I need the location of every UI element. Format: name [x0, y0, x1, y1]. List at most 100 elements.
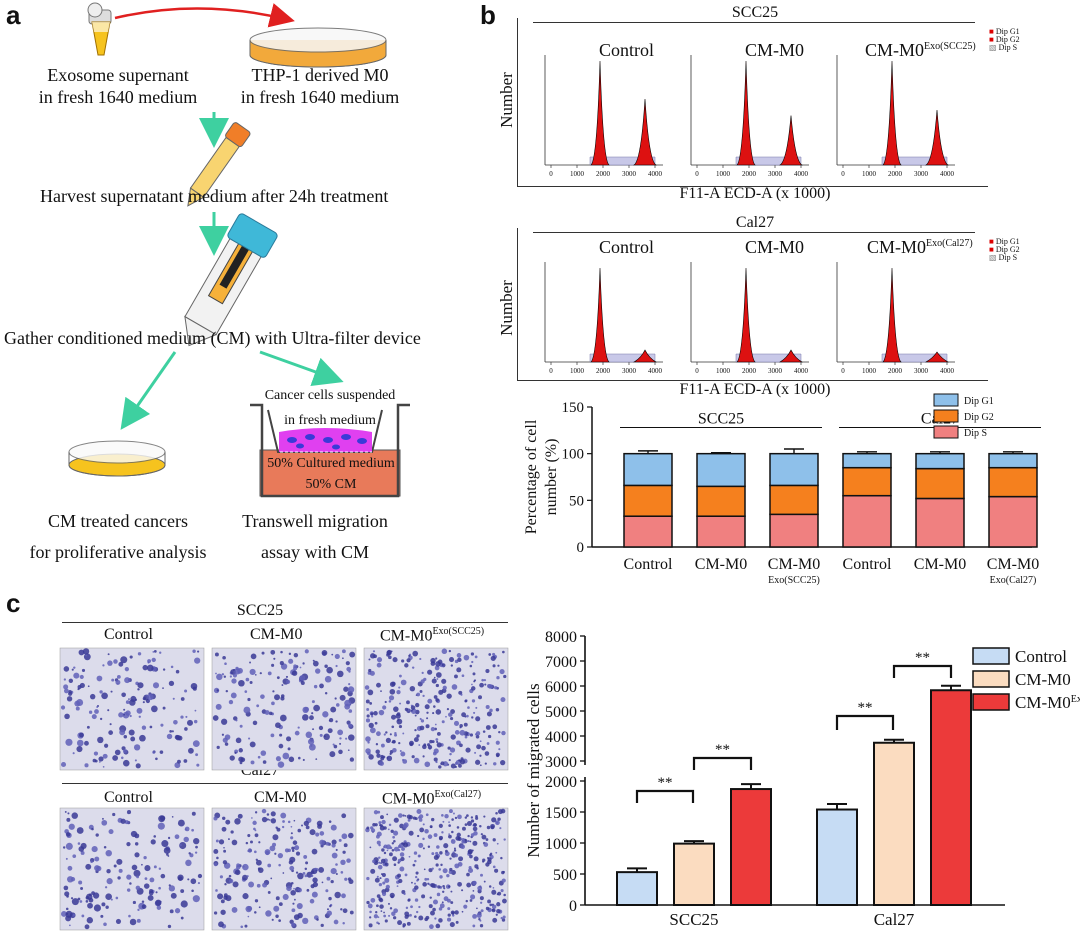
- micrograph-cell: [149, 877, 155, 883]
- micrograph-cell: [498, 748, 501, 751]
- micrograph-cell: [388, 823, 392, 827]
- micrograph-cell: [168, 885, 175, 892]
- micrograph-cell: [282, 893, 289, 901]
- micrograph-cell: [66, 876, 74, 883]
- micrograph-cell: [105, 893, 112, 901]
- micrograph-cell: [450, 901, 454, 905]
- micrograph-cell: [476, 867, 479, 870]
- micrograph-cell: [84, 740, 89, 746]
- micrograph-cell: [428, 868, 433, 873]
- micrograph-cell: [497, 664, 500, 667]
- micrograph-cell: [436, 845, 440, 849]
- micrograph-cell: [174, 908, 181, 914]
- micrograph-cell: [458, 763, 462, 768]
- micrograph-cell: [179, 844, 182, 847]
- micrograph-cell: [472, 924, 476, 928]
- micrograph-cell: [105, 905, 109, 909]
- micrograph-cell: [228, 699, 234, 705]
- micrograph-cell: [318, 725, 324, 731]
- micrograph-cell: [115, 896, 119, 900]
- micrograph-cell: [63, 678, 66, 681]
- micrograph-cell: [402, 759, 408, 764]
- micrograph-cell: [389, 907, 393, 910]
- micrograph-cell: [391, 739, 396, 744]
- panel-b-letter: b: [480, 0, 496, 30]
- micrograph-cell: [489, 903, 493, 907]
- micrograph-cell: [369, 910, 372, 914]
- micrograph-cell: [485, 838, 489, 841]
- micrograph-cell: [457, 881, 462, 887]
- hist-tick-label: 0: [695, 170, 699, 178]
- micrograph-cell: [370, 897, 376, 903]
- micrograph-cell: [77, 842, 81, 845]
- micrograph-cell: [339, 742, 342, 745]
- micrograph-cell: [432, 899, 439, 905]
- micrograph-cell: [398, 724, 403, 729]
- panel-a-schematic: [68, 2, 410, 498]
- micrograph-cell: [245, 841, 249, 845]
- micrograph-cell: [129, 918, 137, 926]
- micrograph-cell: [388, 700, 392, 703]
- micrograph-cell: [419, 725, 425, 731]
- micrograph-cell: [451, 684, 458, 690]
- micrograph-cell: [289, 865, 295, 871]
- micrograph-cell: [470, 686, 476, 691]
- mig-significance-label: **: [915, 650, 930, 666]
- micrograph-cell: [282, 872, 285, 874]
- micrograph-cell: [491, 904, 497, 910]
- hist-tick-label: 3000: [768, 170, 783, 178]
- micrograph-cell: [414, 728, 417, 732]
- micrograph-cell: [87, 902, 93, 909]
- micrograph-cell: [411, 755, 415, 759]
- micrograph-cell: [269, 845, 276, 852]
- micrograph-cell: [419, 827, 425, 833]
- stack-ylabel-line2: number (%): [543, 439, 560, 516]
- micrograph-cell: [480, 873, 483, 877]
- micrograph-cell: [461, 889, 464, 892]
- micrograph-cell: [441, 648, 448, 655]
- micrograph-cell: [99, 690, 103, 694]
- stack-x-tick-sublabel: Exo(Cal27): [990, 575, 1037, 586]
- micrograph-cell: [79, 682, 85, 689]
- micrograph-cell: [496, 676, 500, 680]
- micrograph-cell: [438, 868, 442, 871]
- micrograph-cell: [280, 694, 285, 698]
- micrograph-cell: [224, 742, 229, 746]
- micrograph-cell: [491, 908, 496, 913]
- micrograph-cell: [494, 868, 499, 873]
- micrograph-cell: [473, 831, 478, 836]
- micrograph-cell: [297, 726, 300, 729]
- micrograph-cell: [232, 673, 238, 678]
- micrograph-cell: [468, 867, 474, 874]
- micrograph-cell: [408, 654, 411, 657]
- stack-x-tick-label: Control: [624, 556, 673, 573]
- red-arrow: [114, 3, 295, 28]
- micrograph-cell: [315, 668, 321, 674]
- micrograph-cell: [386, 755, 393, 762]
- micrograph-cell: [160, 873, 166, 879]
- micrograph-cell: [340, 908, 343, 911]
- micrograph-cell: [483, 880, 486, 883]
- micrograph-cell: [416, 734, 420, 738]
- micrograph-cell: [315, 832, 320, 837]
- stack-bar-dip-g1: [623, 452, 673, 487]
- micrograph-cell: [451, 870, 456, 875]
- micrograph-cell: [92, 758, 97, 763]
- micrograph-cell: [220, 909, 226, 915]
- micrograph-cell: [369, 702, 373, 705]
- micrograph-cell: [309, 829, 316, 836]
- micrograph-cell: [365, 718, 371, 723]
- micrograph-cell: [184, 689, 188, 693]
- micrograph-cell: [433, 757, 438, 762]
- micrograph-cell: [60, 705, 66, 710]
- micrograph-cell: [435, 657, 438, 660]
- micrograph-cell: [287, 820, 291, 824]
- micrograph-cell: [490, 823, 495, 829]
- micrograph-cell: [247, 833, 251, 838]
- micrograph-cell: [415, 871, 419, 875]
- micrograph-cell: [89, 693, 96, 700]
- micrograph-cell: [408, 855, 411, 858]
- micrograph-cell: [222, 816, 226, 820]
- micrograph-cell: [428, 904, 433, 909]
- stack-bar-dip-g1: [769, 452, 819, 487]
